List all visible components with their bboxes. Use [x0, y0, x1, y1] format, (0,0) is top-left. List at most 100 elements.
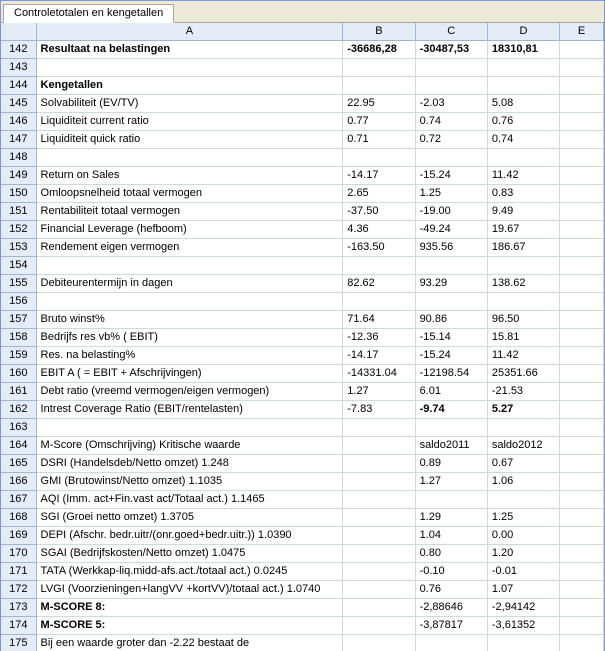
cell[interactable]: Intrest Coverage Ratio (EBIT/rentelasten…	[36, 401, 343, 419]
row-header[interactable]: 175	[1, 635, 36, 651]
cell[interactable]	[487, 635, 559, 651]
cell[interactable]: Liquiditeit current ratio	[36, 113, 343, 131]
cell[interactable]: 93.29	[415, 275, 487, 293]
cell[interactable]	[36, 293, 343, 311]
cell[interactable]	[560, 401, 604, 419]
cell[interactable]	[560, 599, 604, 617]
cell[interactable]	[415, 257, 487, 275]
cell[interactable]: DEPI (Afschr. bedr.uitr/(onr.goed+bedr.u…	[36, 527, 343, 545]
cell[interactable]: -15.24	[415, 347, 487, 365]
cell[interactable]: 1.27	[343, 383, 415, 401]
row-header[interactable]: 172	[1, 581, 36, 599]
cell[interactable]	[343, 77, 415, 95]
cell[interactable]	[487, 77, 559, 95]
cell[interactable]: 0.76	[415, 581, 487, 599]
col-header-b[interactable]: B	[343, 23, 415, 41]
cell[interactable]: 138.62	[487, 275, 559, 293]
cell[interactable]: 5.08	[487, 95, 559, 113]
cell[interactable]: 1.27	[415, 473, 487, 491]
cell[interactable]: Solvabiliteit (EV/TV)	[36, 95, 343, 113]
cell[interactable]: -3,87817	[415, 617, 487, 635]
col-header-e[interactable]: E	[560, 23, 604, 41]
cell[interactable]: saldo2011	[415, 437, 487, 455]
cell[interactable]: 0.83	[487, 185, 559, 203]
cell[interactable]: -0.10	[415, 563, 487, 581]
row-header[interactable]: 156	[1, 293, 36, 311]
cell[interactable]: EBIT A ( = EBIT + Afschrijvingen)	[36, 365, 343, 383]
cell[interactable]	[560, 509, 604, 527]
row-header[interactable]: 153	[1, 239, 36, 257]
cell[interactable]: 18310,81	[487, 41, 559, 59]
cell[interactable]: -14.17	[343, 347, 415, 365]
cell[interactable]: -37.50	[343, 203, 415, 221]
cell[interactable]	[560, 527, 604, 545]
cell[interactable]	[343, 473, 415, 491]
cell[interactable]: 1.25	[415, 185, 487, 203]
row-header[interactable]: 146	[1, 113, 36, 131]
cell[interactable]	[415, 293, 487, 311]
cell[interactable]: -15.14	[415, 329, 487, 347]
cell[interactable]	[487, 257, 559, 275]
row-header[interactable]: 168	[1, 509, 36, 527]
cell[interactable]	[560, 257, 604, 275]
cell[interactable]	[343, 545, 415, 563]
cell[interactable]: -2.03	[415, 95, 487, 113]
cell[interactable]	[560, 275, 604, 293]
row-header[interactable]: 165	[1, 455, 36, 473]
cell[interactable]: 2.65	[343, 185, 415, 203]
cell[interactable]	[415, 635, 487, 651]
cell[interactable]: -0.01	[487, 563, 559, 581]
cell[interactable]	[560, 221, 604, 239]
cell[interactable]: -12.36	[343, 329, 415, 347]
cell[interactable]	[560, 581, 604, 599]
cell[interactable]: M-SCORE 5:	[36, 617, 343, 635]
cell[interactable]: -2,88646	[415, 599, 487, 617]
cell[interactable]: 0.71	[343, 131, 415, 149]
cell[interactable]	[560, 329, 604, 347]
row-header[interactable]: 160	[1, 365, 36, 383]
row-header[interactable]: 174	[1, 617, 36, 635]
cell[interactable]	[415, 149, 487, 167]
cell[interactable]: Res. na belasting%	[36, 347, 343, 365]
cell[interactable]	[343, 509, 415, 527]
cell[interactable]: -30487,53	[415, 41, 487, 59]
cell[interactable]: 25351.66	[487, 365, 559, 383]
cell[interactable]	[560, 203, 604, 221]
cell[interactable]: Bruto winst%	[36, 311, 343, 329]
cell[interactable]: Bedrijfs res vb% ( EBIT)	[36, 329, 343, 347]
cell[interactable]	[36, 59, 343, 77]
cell[interactable]	[560, 419, 604, 437]
row-header[interactable]: 163	[1, 419, 36, 437]
cell[interactable]	[343, 419, 415, 437]
cell[interactable]: AQI (Imm. act+Fin.vast act/Totaal act.) …	[36, 491, 343, 509]
cell[interactable]	[343, 563, 415, 581]
cell[interactable]	[343, 437, 415, 455]
cell[interactable]: 90.86	[415, 311, 487, 329]
row-header[interactable]: 143	[1, 59, 36, 77]
cell[interactable]: saldo2012	[487, 437, 559, 455]
cell[interactable]	[560, 113, 604, 131]
cell[interactable]: 935.56	[415, 239, 487, 257]
cell[interactable]	[560, 185, 604, 203]
row-header[interactable]: 151	[1, 203, 36, 221]
row-header[interactable]: 173	[1, 599, 36, 617]
cell[interactable]: -14331.04	[343, 365, 415, 383]
cell[interactable]: 4.36	[343, 221, 415, 239]
cell[interactable]	[415, 59, 487, 77]
cell[interactable]	[560, 41, 604, 59]
cell[interactable]: -14.17	[343, 167, 415, 185]
cell[interactable]	[415, 491, 487, 509]
row-header[interactable]: 169	[1, 527, 36, 545]
row-header[interactable]: 157	[1, 311, 36, 329]
row-header[interactable]: 154	[1, 257, 36, 275]
cell[interactable]	[343, 455, 415, 473]
cell[interactable]: 1.07	[487, 581, 559, 599]
cell[interactable]: M-SCORE 8:	[36, 599, 343, 617]
cell[interactable]: 186.67	[487, 239, 559, 257]
cell[interactable]	[560, 563, 604, 581]
cell[interactable]	[560, 635, 604, 651]
cell[interactable]	[560, 293, 604, 311]
cell[interactable]: 5.27	[487, 401, 559, 419]
cell[interactable]	[560, 365, 604, 383]
row-header[interactable]: 164	[1, 437, 36, 455]
